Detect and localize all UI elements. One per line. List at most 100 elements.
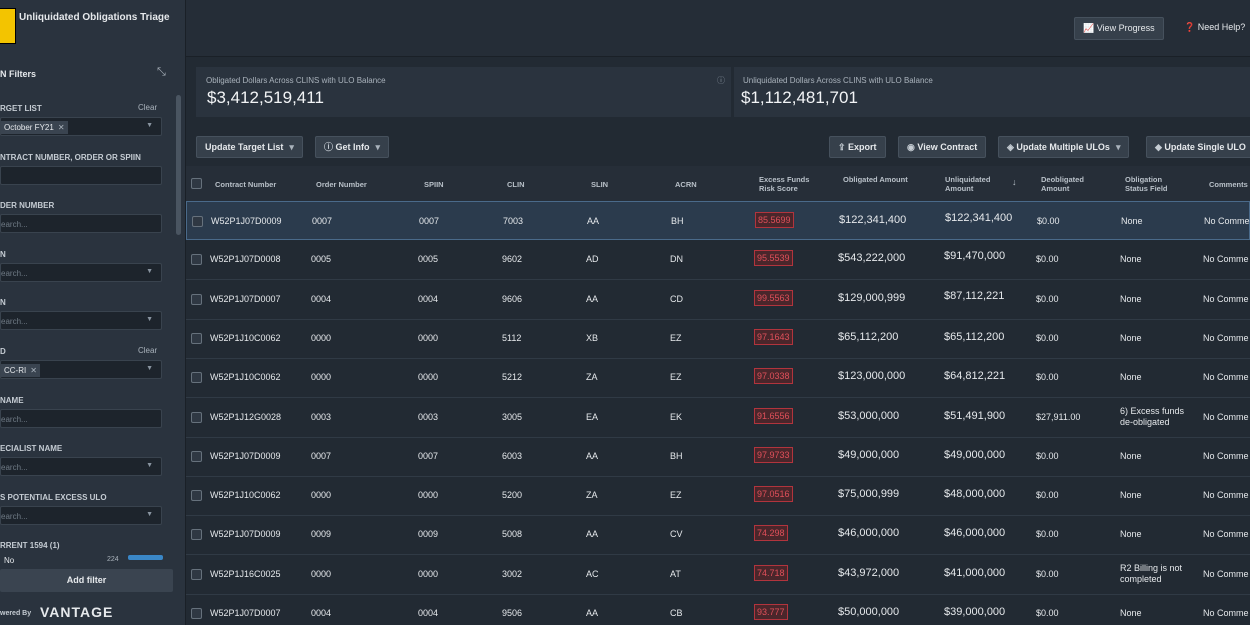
table-cell: $91,470,000	[944, 250, 1006, 263]
table-cell: No Comme	[1203, 450, 1249, 461]
column-header[interactable]: Unliquidated Amount	[945, 175, 991, 193]
table-cell: 0000	[311, 568, 332, 579]
row-checkbox[interactable]	[192, 216, 203, 227]
filter-input[interactable]: earch... ▼	[0, 262, 162, 282]
dropdown-caret: ▼	[146, 316, 153, 324]
collapse-icon[interactable]: ⤡	[157, 66, 166, 78]
table-row[interactable]: W52P1J10C0062 0000 0000 5212 ZA EZ 97.0338 $123…	[186, 358, 1250, 399]
table-cell: None	[1120, 529, 1142, 540]
table-header	[186, 166, 1250, 202]
table-row[interactable]: W52P1J12G0028 0003 0003 3005 EA EK 91.6556 $53,…	[186, 398, 1250, 438]
column-header[interactable]: Contract Number	[215, 180, 277, 189]
table-cell: AA	[586, 608, 599, 618]
column-header[interactable]: Deobligated Amount	[1041, 175, 1084, 193]
help-link[interactable]: ❓ Need Help?	[1184, 22, 1246, 32]
chip-remove[interactable]: ✕	[30, 366, 37, 375]
add-filter-button[interactable]: Add filter	[0, 569, 173, 592]
column-header[interactable]: Obligation Status Field	[1125, 175, 1168, 193]
app-title: Unliquidated Obligations Triage	[19, 12, 170, 23]
column-header[interactable]: SPIIN	[424, 180, 444, 189]
table-cell: $65,112,200	[944, 330, 1005, 343]
view-progress-button[interactable]: 📈 View Progress	[1074, 17, 1164, 40]
column-header[interactable]: Comments	[1209, 180, 1248, 189]
table-row[interactable]: W52P1J16C0025 0000 0000 3002 AC AT 74.718 $43,9…	[186, 555, 1250, 595]
row-checkbox[interactable]	[191, 608, 202, 619]
row-checkbox[interactable]	[191, 293, 202, 305]
table-cell: $51,491,900	[944, 409, 1006, 422]
chip-label: CC-RI	[4, 366, 27, 375]
row-checkbox[interactable]	[191, 332, 202, 344]
row-checkbox[interactable]	[191, 254, 202, 266]
chip-label: October FY21	[4, 123, 54, 132]
table-cell: 0000	[418, 332, 439, 343]
row-checkbox[interactable]	[191, 568, 202, 580]
table-row[interactable]: W52P1J07D0008 0005 0005 9602 AD DN 95.5539 $543…	[186, 240, 1250, 281]
table-cell: AA	[586, 529, 599, 540]
clear-link[interactable]: Clear	[138, 103, 158, 112]
table-row[interactable]: W52P1J10C0062 0000 0000 5112 XB EZ 97.1643 $65,…	[186, 319, 1250, 359]
table-cell: BH	[671, 216, 684, 226]
row-checkbox[interactable]	[191, 490, 202, 502]
column-header[interactable]: Order Number	[316, 180, 367, 189]
column-header[interactable]: Obligated Amount	[843, 175, 908, 184]
table-cell: $46,000,000	[838, 527, 900, 540]
column-header[interactable]: CLIN	[507, 180, 525, 189]
clear-link[interactable]: Clear	[138, 346, 158, 355]
filter-input[interactable]: earch... ▼	[0, 311, 162, 331]
row-checkbox[interactable]	[191, 450, 202, 462]
chip-remove[interactable]: ✕	[57, 123, 65, 132]
table-row[interactable]: W52P1J07D0007 0004 0004 9606 AA CD 99.5563 $129…	[186, 280, 1250, 320]
filter-label: ECIALIST NAME	[0, 444, 63, 454]
table-cell: 0004	[418, 293, 439, 304]
toolbar-button[interactable]: Update Target List ▾	[196, 136, 303, 158]
row-checkbox[interactable]	[191, 529, 202, 541]
button-icon: ◉	[907, 142, 918, 152]
table-cell: AC	[586, 568, 599, 579]
table-row[interactable]: W52P1J07D0007 0004 0004 9506 AA CB 93.777 $50,0…	[186, 594, 1250, 625]
row-checkbox[interactable]	[191, 372, 202, 384]
column-header[interactable]: SLIN	[591, 180, 609, 189]
table-row[interactable]: W52P1J07D0009 0007 0007 6003 AA BH 97.9733 $49,…	[186, 437, 1250, 477]
table-cell: 3002	[502, 568, 523, 579]
table-cell: 5200	[502, 490, 523, 501]
table-cell: No Comme	[1203, 608, 1249, 618]
table-cell: ZA	[586, 372, 598, 383]
filter-input[interactable]: earch... ▼	[0, 457, 162, 477]
filter-input[interactable]: October FY21 ✕ ▼	[0, 117, 162, 136]
button-label: Export	[848, 142, 877, 152]
dropdown-caret: ▼	[146, 122, 153, 129]
toolbar-button[interactable]: ◈ Update Multiple ULOs ▾	[998, 136, 1130, 158]
filter-input[interactable]: earch...	[0, 408, 162, 428]
filter-label: S POTENTIAL EXCESS ULO	[0, 492, 107, 502]
column-header[interactable]: Excess Funds Risk Score	[759, 175, 810, 193]
filter-input[interactable]	[0, 165, 162, 185]
sort-indicator: ↓	[1012, 177, 1017, 187]
table-cell: W52P1J07D0009	[210, 450, 281, 461]
toolbar-button[interactable]: ⓘ Get Info ▾	[315, 136, 390, 158]
table-cell: $0.00	[1037, 216, 1060, 226]
table-cell: 0003	[311, 411, 332, 422]
table-cell: $123,000,000	[838, 370, 906, 383]
table-cell: 0000	[418, 568, 439, 579]
table-cell: 5112	[502, 332, 522, 343]
table-row[interactable]: W52P1J07D0009 0007 0007 7003 AA BH 85.5699 $122…	[186, 201, 1250, 240]
filter-input[interactable]: earch...	[0, 214, 162, 234]
table-cell: W52P1J16C0025	[210, 568, 281, 579]
risk-score-badge: 99.5563	[754, 289, 793, 306]
toolbar-button[interactable]: ◆ Update Single ULO	[1146, 136, 1250, 158]
table-row[interactable]: W52P1J10C0062 0000 0000 5200 ZA EZ 97.0516 $75,…	[186, 476, 1250, 517]
table-cell: AA	[587, 216, 600, 226]
table-cell: None	[1120, 332, 1142, 343]
row-checkbox[interactable]	[191, 411, 202, 423]
filter-input[interactable]: CC-RI ✕ ▼	[0, 360, 162, 379]
column-header[interactable]: ACRN	[675, 180, 697, 189]
toolbar-button[interactable]: ◉ View Contract	[898, 136, 987, 158]
risk-score-badge: 74.718	[754, 564, 788, 581]
toolbar-button[interactable]: ⇪ Export	[829, 136, 886, 158]
option-label: No	[4, 556, 15, 566]
filter-input[interactable]: earch... ▼	[0, 505, 162, 525]
table-cell: CB	[670, 608, 683, 618]
table-cell: $49,000,000	[838, 448, 900, 461]
info-icon[interactable]: ⓘ	[717, 76, 725, 85]
table-row[interactable]: W52P1J07D0009 0009 0009 5008 AA CV 74.298 $46,0…	[186, 515, 1250, 556]
